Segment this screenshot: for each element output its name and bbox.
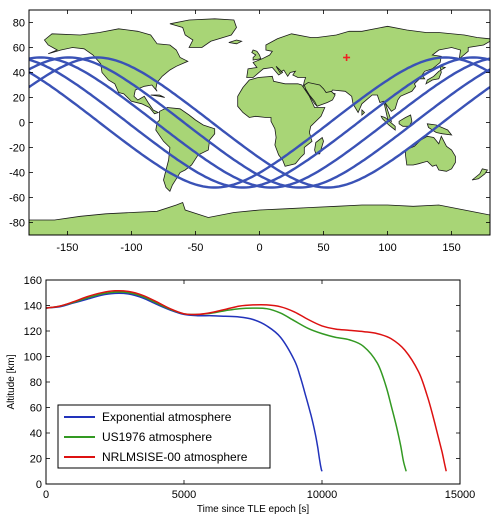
map-panel: -150 -100 -50 0 50 100 150 80 60 40 20 0 -20 -40 -60 -8…: [9, 9, 491, 254]
ground-track-1: [29, 56, 490, 189]
alt-y-tick-label: 40: [30, 428, 42, 440]
landmass-greenland: [169, 18, 237, 48]
alt-y-tick-label: 0: [36, 479, 42, 491]
legend: Exponential atmosphere US1976 atmosphere N…: [57, 404, 271, 469]
landmass-borneo: [398, 114, 413, 127]
landmass-australia: [405, 135, 456, 172]
landmass-cuba: [150, 94, 165, 98]
ground-track-3: [29, 56, 490, 189]
map-y-tick-label: -20: [9, 143, 25, 155]
legend-entries: Exponential atmosphere US1976 atmosphere N…: [64, 410, 248, 464]
landmasses: [29, 18, 490, 235]
legend-label: Exponential atmosphere: [102, 410, 232, 424]
legend-label: US1976 atmosphere: [102, 430, 212, 444]
y-axis-label: Altitude [km]: [6, 354, 17, 409]
map-x-tick-label: 0: [256, 242, 262, 254]
map-x-tick-label: -150: [56, 242, 78, 254]
x-axis-label: Time since TLE epoch [s]: [197, 504, 309, 515]
altitude-series: [46, 289, 447, 472]
legend-label: NRLMSISE-00 atmosphere: [102, 450, 248, 464]
map-y-tick-label: 0: [19, 118, 25, 130]
map-x-tick-label: -100: [120, 242, 142, 254]
launch-site-marker: [343, 54, 351, 61]
map-x-tick-label: -50: [188, 242, 204, 254]
landmass-antarctica: [29, 201, 490, 235]
alt-y-tick-label: 120: [24, 326, 42, 338]
alt-y-tick-label: 100: [24, 352, 42, 364]
landmass-new-zealand: [471, 168, 489, 181]
alt-x-tick-label: 0: [43, 489, 49, 501]
map-ticks: -150 -100 -50 0 50 100 150 80 60 40 20 0 -20 -40 -60 -8…: [9, 10, 490, 254]
series-line-us1976: [46, 291, 407, 472]
map-y-tick-label: -40: [9, 168, 25, 180]
alt-x-tick-label: 10000: [307, 489, 338, 501]
alt-y-tick-label: 80: [30, 377, 42, 389]
landmass-indonesia: [380, 115, 396, 131]
map-y-tick-label: -60: [9, 193, 25, 205]
landmass-arabia: [303, 82, 336, 107]
ground-track-4: [29, 56, 490, 189]
map-y-tick-label: 80: [13, 18, 25, 30]
series-line-nrlmsise: [46, 289, 447, 472]
landmass-britain: [251, 49, 262, 61]
landmass-iceland: [228, 39, 243, 45]
landmass-japan: [425, 65, 447, 85]
altitude-ticks: 0 5000 10000 15000 160 140 120 100 80 60 40 20 0: [24, 275, 476, 501]
alt-y-tick-label: 140: [24, 301, 42, 313]
alt-y-tick-label: 20: [30, 454, 42, 466]
map-y-tick-label: 60: [13, 43, 25, 55]
map-x-tick-label: 50: [317, 242, 329, 254]
landmass-sri-lanka: [361, 109, 366, 116]
ground-track-5: [29, 56, 490, 189]
alt-y-tick-label: 160: [24, 275, 42, 287]
series-line-exponential: [46, 292, 323, 472]
alt-x-tick-label: 15000: [445, 489, 476, 501]
landmass-madagascar: [314, 136, 324, 155]
ground-tracks: [29, 56, 490, 189]
map-x-tick-label: 100: [378, 242, 396, 254]
landmass-eurasia: [246, 25, 490, 123]
alt-y-tick-label: 60: [30, 403, 42, 415]
alt-x-tick-label: 5000: [172, 489, 196, 501]
altitude-panel: 0 5000 10000 15000 160 140 120 100 80 60 40 20 0 Tim…: [6, 275, 475, 515]
map-y-tick-label: 40: [13, 68, 25, 80]
map-y-tick-label: 20: [13, 93, 25, 105]
map-y-tick-label: -80: [9, 218, 25, 230]
map-x-tick-label: 150: [442, 242, 460, 254]
landmass-south-america: [155, 107, 216, 193]
